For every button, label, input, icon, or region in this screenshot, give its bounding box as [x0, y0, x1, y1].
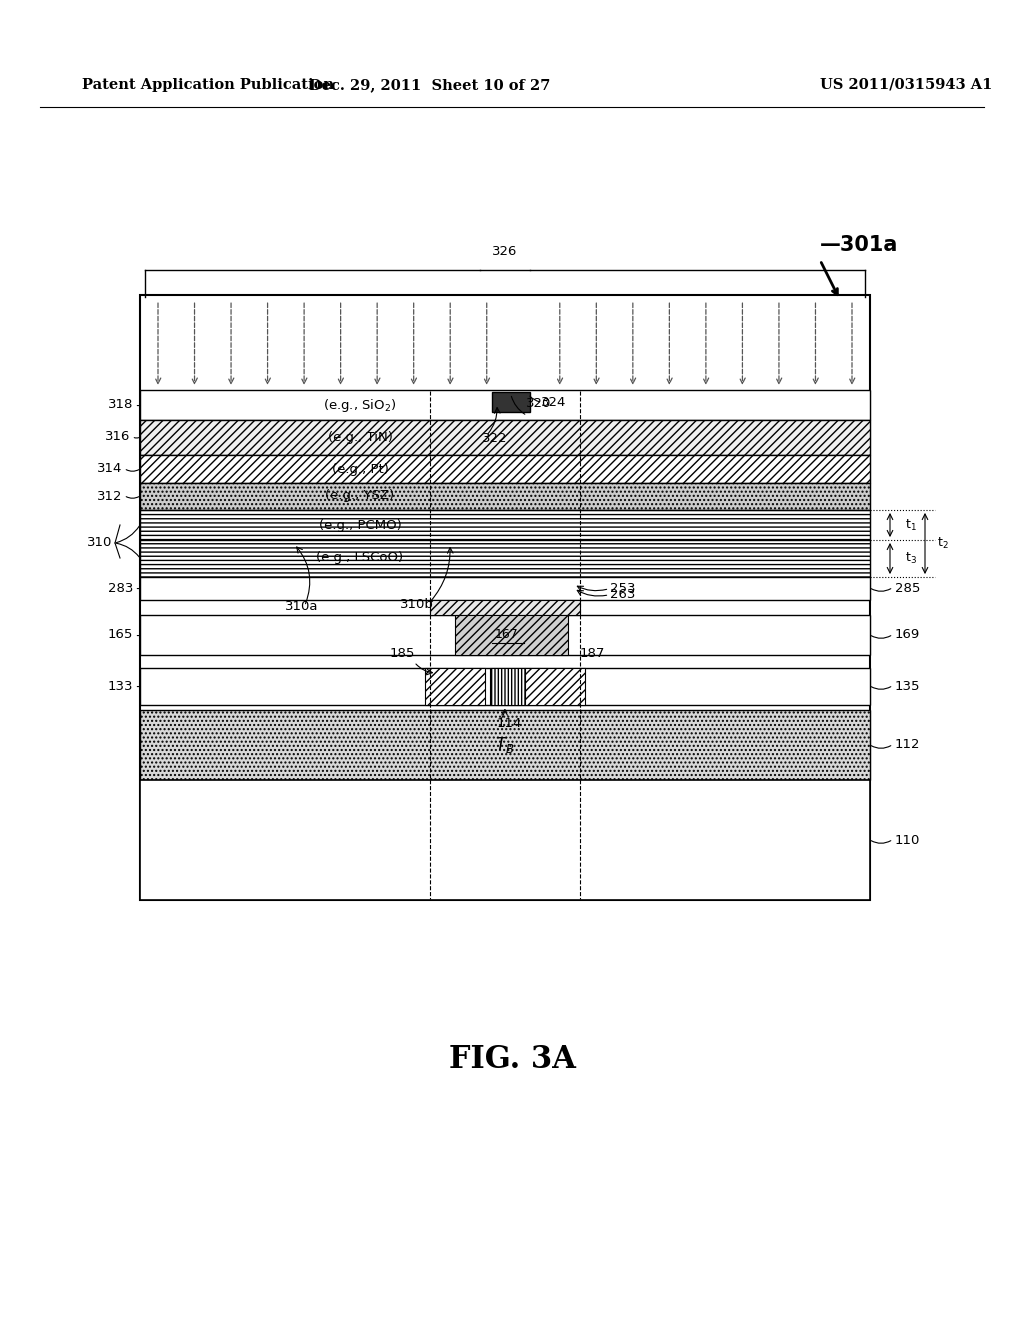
Bar: [140, 420, 870, 455]
Text: 310b: 310b: [400, 598, 434, 611]
Text: 169: 169: [895, 628, 921, 642]
Text: 135: 135: [895, 680, 921, 693]
Bar: [492, 392, 530, 412]
Bar: [140, 510, 870, 540]
Text: (e.g., LSCoO): (e.g., LSCoO): [316, 552, 403, 565]
Text: Dec. 29, 2011  Sheet 10 of 27: Dec. 29, 2011 Sheet 10 of 27: [309, 78, 551, 92]
Text: 114: 114: [497, 717, 522, 730]
Text: 187: 187: [580, 647, 605, 660]
Text: 326: 326: [493, 246, 518, 257]
Text: 263: 263: [610, 589, 635, 602]
Text: t$_1$: t$_1$: [905, 517, 916, 532]
Text: 133: 133: [108, 680, 133, 693]
Bar: [140, 710, 870, 780]
Bar: [430, 601, 580, 615]
Text: US 2011/0315943 A1: US 2011/0315943 A1: [820, 78, 992, 92]
Bar: [140, 389, 870, 420]
Text: 324: 324: [541, 396, 566, 408]
Bar: [140, 615, 870, 655]
Text: (e.g., YSZ): (e.g., YSZ): [326, 490, 394, 503]
Text: t$_3$: t$_3$: [905, 550, 916, 565]
Bar: [140, 540, 870, 577]
Text: 318: 318: [108, 399, 133, 412]
Text: (e.g., SiO$_2$): (e.g., SiO$_2$): [324, 396, 396, 413]
Text: 110: 110: [895, 833, 921, 846]
Bar: [490, 668, 525, 705]
Text: t$_2$: t$_2$: [937, 536, 948, 550]
Text: 310: 310: [87, 536, 112, 549]
Text: 312: 312: [96, 490, 122, 503]
Text: 165: 165: [108, 628, 133, 642]
Bar: [455, 615, 568, 655]
Bar: [140, 294, 870, 900]
Text: 310a: 310a: [285, 601, 318, 614]
Bar: [140, 577, 870, 601]
Text: 285: 285: [895, 582, 921, 594]
Text: 112: 112: [895, 738, 921, 751]
Text: (e.g., TiN): (e.g., TiN): [328, 430, 392, 444]
Text: 167: 167: [496, 628, 519, 642]
Text: 283: 283: [108, 582, 133, 594]
Text: $T_B$: $T_B$: [496, 735, 515, 755]
Text: 322: 322: [482, 432, 508, 445]
Text: 320: 320: [526, 397, 551, 411]
Text: 253: 253: [610, 582, 636, 595]
Text: FIG. 3A: FIG. 3A: [449, 1044, 575, 1076]
Bar: [525, 668, 585, 705]
Bar: [140, 483, 870, 510]
Text: (e.g., PCMO): (e.g., PCMO): [318, 519, 401, 532]
Bar: [425, 668, 485, 705]
Bar: [140, 780, 870, 900]
Text: —301a: —301a: [820, 235, 898, 255]
Text: (e.g., Pt): (e.g., Pt): [332, 462, 388, 475]
Bar: [140, 668, 870, 705]
Text: Patent Application Publication: Patent Application Publication: [82, 78, 334, 92]
Bar: [140, 455, 870, 483]
Text: 185: 185: [390, 647, 416, 660]
Text: 316: 316: [104, 430, 130, 444]
Text: 314: 314: [96, 462, 122, 475]
